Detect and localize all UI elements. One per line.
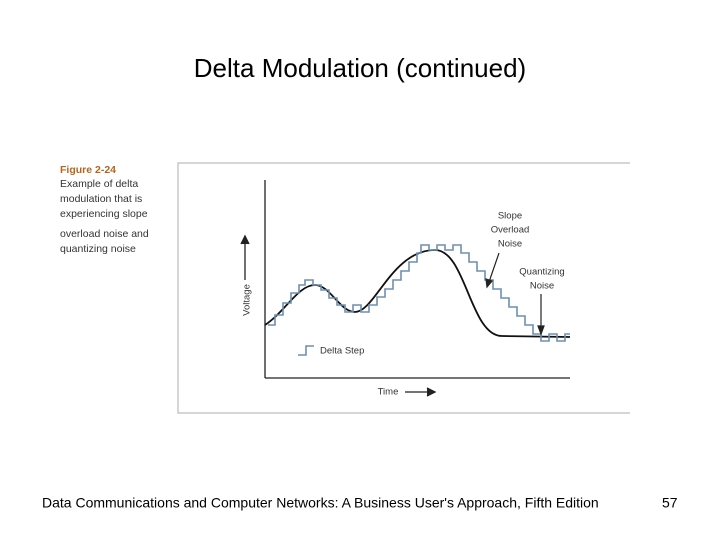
caption-line: modulation that is (60, 193, 142, 205)
caption-line: experiencing slope (60, 208, 148, 220)
y-axis-label: Voltage (242, 284, 253, 316)
annotation-arrow (537, 294, 545, 336)
axes (240, 180, 570, 397)
annotation-arrow (485, 252, 500, 289)
annotation: Slope (498, 211, 522, 222)
analog-signal (264, 249, 571, 338)
slide-title: Delta Modulation (continued) (194, 53, 526, 83)
footer-text: Data Communications and Computer Network… (42, 495, 599, 511)
caption-line: overload noise and (60, 228, 149, 240)
annotation: Noise (530, 281, 554, 292)
legend-label: Delta Step (320, 346, 364, 357)
x-axis-label: Time (378, 387, 399, 398)
delta-steps (268, 244, 570, 342)
figure-label: Figure 2-24 (60, 164, 116, 176)
page-number: 57 (662, 495, 678, 511)
legend-swatch (298, 345, 314, 356)
annotation: Overload (491, 225, 530, 236)
annotation: Noise (498, 239, 522, 250)
annotation: Quantizing (519, 267, 564, 278)
figure-frame (177, 162, 630, 414)
caption-line: quantizing noise (60, 243, 136, 255)
caption-line: Example of delta (60, 178, 138, 190)
